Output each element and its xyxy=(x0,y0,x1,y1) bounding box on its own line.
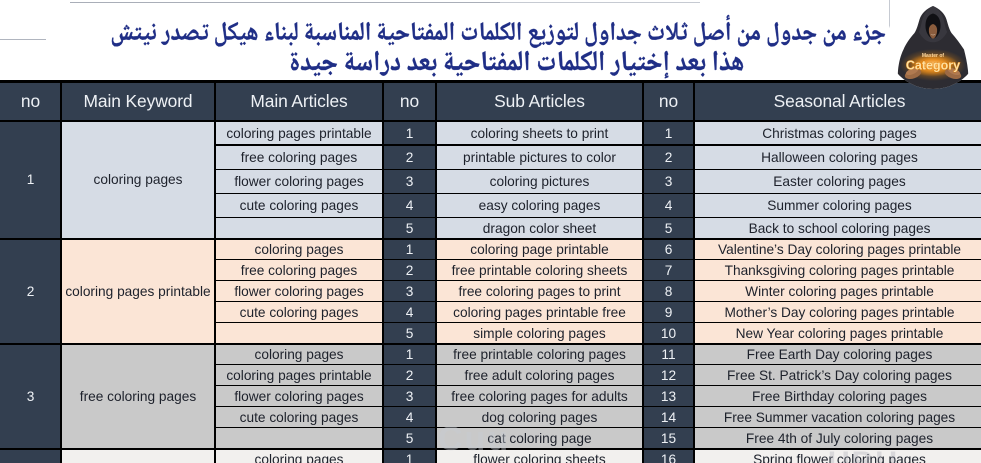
svg-text:Category: Category xyxy=(906,59,960,73)
svg-text:Master of: Master of xyxy=(922,53,945,59)
